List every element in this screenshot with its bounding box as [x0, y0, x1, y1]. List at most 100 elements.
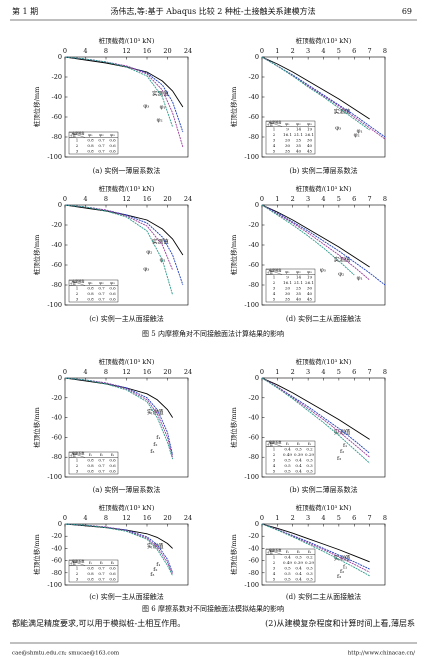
series-label: φ₃	[143, 267, 149, 273]
series-label: f₂	[153, 567, 157, 573]
series-label: φ₂	[157, 118, 163, 124]
x-tick-label: 12	[122, 514, 130, 522]
panel-caption: (c) 实例一主从面接触法	[89, 314, 164, 323]
table-cell: 20	[285, 137, 291, 142]
x-tick-label: 12	[122, 47, 130, 55]
x-tick-label: 16	[143, 368, 151, 376]
table-cell: 5	[273, 576, 276, 581]
table-cell: 26.1	[305, 132, 314, 137]
data-line	[64, 377, 174, 418]
table-cell: 30	[307, 285, 313, 290]
x-axis-label: 桩顶载荷/(10³ kN)	[296, 184, 352, 193]
y-tick-label: -20	[249, 73, 259, 81]
series-label: 实测值	[334, 108, 351, 116]
data-line	[261, 56, 370, 131]
table-cell: 0.7	[98, 457, 105, 462]
table-cell: 2	[273, 280, 276, 285]
x-tick-label: 7	[368, 47, 372, 55]
y-axis-label: 桩顶位移/mm	[32, 87, 41, 128]
x-axis-label: 桩顶载荷/(10³ kN)	[99, 357, 155, 366]
table-header: f₁	[286, 441, 289, 446]
table-cell: 2	[273, 132, 276, 137]
table-cell: 0.5	[284, 576, 291, 581]
x-tick-label: 24	[184, 514, 192, 522]
x-tick-label: 0	[63, 47, 67, 55]
x-tick-label: 6	[352, 368, 356, 376]
table-cell: 0.6	[109, 576, 116, 581]
table-cell: 1	[76, 285, 79, 290]
page-number: 69	[402, 7, 412, 16]
table-corner: 摩擦系数	[72, 451, 86, 456]
x-tick-label: 8	[104, 195, 108, 203]
table-corner: 土层	[267, 270, 273, 275]
table-cell: 0.8	[87, 576, 94, 581]
table-cell: 16.1	[283, 132, 292, 137]
data-line	[64, 523, 174, 577]
table-cell: 5	[273, 468, 276, 473]
table-cell: 0.8	[87, 291, 94, 296]
table-cell: 4	[273, 143, 276, 148]
table-corner: 土层	[70, 281, 76, 286]
table-header: φ₃	[110, 280, 115, 285]
table-cell: 0.7	[98, 285, 105, 290]
series-label: φ₂	[354, 133, 360, 139]
body-text: (2)从建模复杂程度和计算时间上看,薄层系	[265, 618, 415, 628]
table-diagonal	[265, 120, 283, 127]
series-label: f₁	[156, 562, 160, 568]
x-tick-label: 24	[184, 47, 192, 55]
table-cell: 30	[307, 137, 313, 142]
table-corner: 土层	[70, 453, 76, 458]
y-axis-label: 桩顶位移/mm	[229, 87, 238, 128]
series-label: φ₃	[335, 126, 341, 132]
table-cell: 0.4	[295, 457, 302, 462]
table-corner: 内摩擦角	[269, 120, 282, 125]
y-tick-label: 0	[58, 374, 62, 382]
table-corner: 土层	[70, 561, 76, 566]
series-label: φ₂	[146, 250, 152, 256]
table-cell: 19	[307, 274, 313, 279]
y-tick-label: -20	[52, 221, 62, 229]
table-cell: 1	[76, 137, 79, 142]
table-header: f₁	[89, 452, 92, 457]
x-tick-label: 3	[306, 514, 310, 522]
table-cell: 1	[273, 554, 276, 559]
y-tick-label: -80	[52, 281, 62, 289]
table-cell: 40	[296, 148, 302, 153]
y-tick-label: -60	[52, 433, 62, 441]
y-axis-label: 桩顶位移/mm	[32, 407, 41, 448]
table-cell: 0.8	[87, 571, 94, 576]
series-label: f₂	[340, 569, 344, 575]
x-tick-label: 12	[122, 368, 130, 376]
series-label: φ₃	[320, 268, 326, 274]
table-cell: 25	[296, 285, 302, 290]
table-cell: 2	[76, 143, 79, 148]
table-cell: 1	[76, 565, 79, 570]
table-cell: 3	[273, 457, 276, 462]
series-label: φ₂	[338, 272, 344, 278]
table-cell: 0.8	[87, 137, 94, 142]
y-axis-label: 桩顶位移/mm	[229, 235, 238, 276]
x-tick-label: 5	[337, 195, 341, 203]
table-cell: 2	[273, 452, 276, 457]
table-cell: 0.5	[284, 468, 291, 473]
table-cell: 0.4	[295, 571, 302, 576]
table-cell: 45	[307, 296, 313, 301]
table-cell: 9	[286, 126, 289, 131]
table-cell: 21.1	[294, 280, 303, 285]
table-cell: 0.6	[109, 463, 116, 468]
table-cell: 3	[76, 576, 79, 581]
table-cell: 0.49	[283, 560, 292, 565]
x-tick-label: 4	[83, 47, 87, 55]
table-cell: 0.3	[306, 576, 313, 581]
footer-url: http://www.chinacae.cn/	[348, 651, 415, 657]
series-label: 实测值	[147, 408, 164, 416]
table-cell: 0.5	[284, 463, 291, 468]
series-label: f₂	[340, 449, 344, 455]
table-cell: 40	[307, 143, 313, 148]
issue: 第 1 期	[12, 6, 38, 16]
y-tick-label: -100	[47, 301, 62, 309]
y-tick-label: -40	[249, 544, 259, 552]
panel-caption: (d) 实例二主从面接触法	[286, 592, 361, 601]
table-corner: 摩擦系数	[269, 440, 283, 445]
x-tick-label: 8	[383, 514, 387, 522]
